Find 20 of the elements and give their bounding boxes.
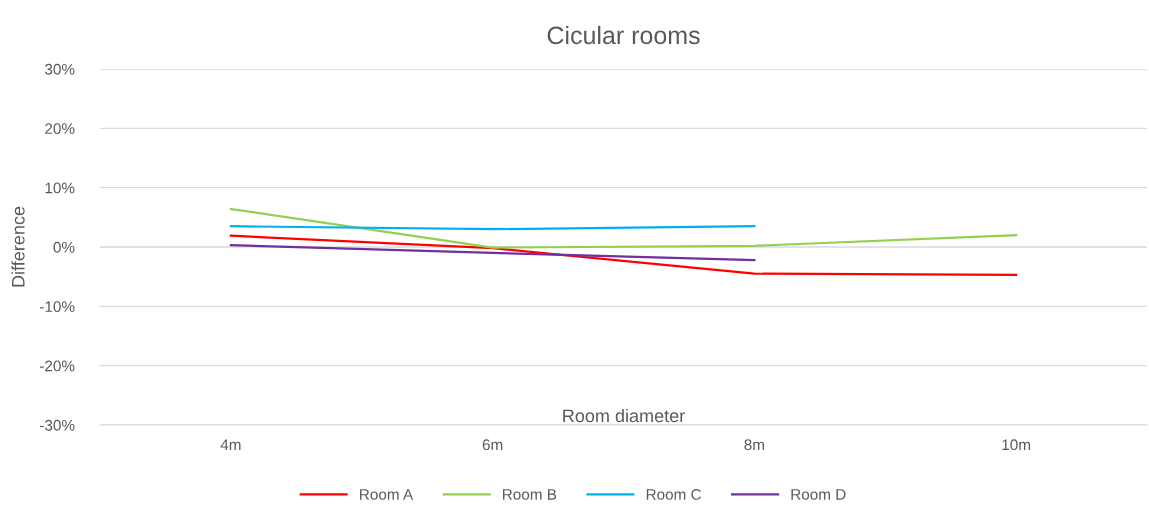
legend-label: Room A (360, 489, 414, 500)
x-tick-label: 8m (744, 439, 764, 451)
chart-title: Cicular rooms (547, 25, 700, 45)
line-series (229, 207, 1018, 249)
legend-label: Room B (503, 489, 557, 500)
x-axis-title: Room diameter (563, 408, 685, 423)
y-tick-label: 30% (45, 63, 75, 75)
y-tick-label: -10% (40, 301, 75, 313)
line-series (229, 234, 1018, 276)
x-tick-label: 10m (1002, 439, 1030, 451)
y-tick-label: 20% (45, 123, 75, 135)
y-tick-label: 10% (45, 182, 75, 194)
legend-label: Room C (646, 488, 702, 500)
y-tick-label: -30% (40, 419, 75, 431)
y-axis-title: Difference (11, 206, 25, 287)
x-tick-label: 4m (220, 439, 241, 450)
y-tick-label: -20% (40, 360, 75, 372)
y-tick-label: 0% (53, 241, 75, 253)
legend-label: Room D (791, 489, 846, 500)
x-tick-label: 6m (482, 439, 503, 451)
